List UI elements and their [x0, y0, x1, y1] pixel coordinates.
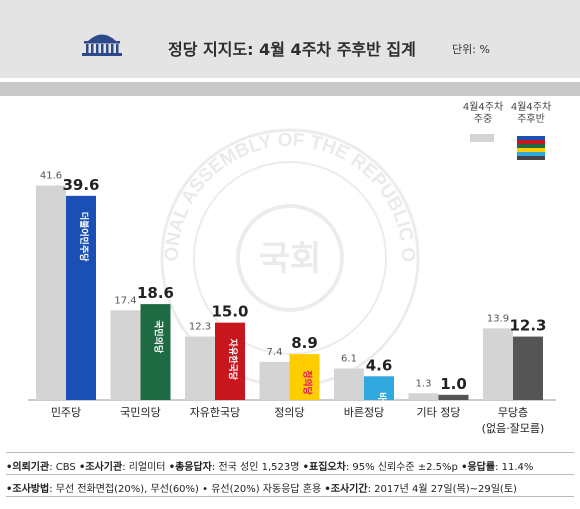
footer-value: : 전국 성인 1,523명 — [211, 462, 303, 473]
bar-curr — [289, 354, 320, 400]
legend-swatch-curr-stripe — [517, 156, 545, 160]
value-label-prev: 12.3 — [189, 322, 211, 333]
footer-divider-mid — [6, 474, 574, 475]
footer-value: : CBS — [49, 462, 79, 473]
bar-prev — [408, 393, 439, 400]
legend-swatch-curr-stripe — [517, 136, 545, 140]
bar-prev — [259, 361, 290, 400]
legend-swatch-curr-stripe — [517, 152, 545, 156]
footer-key: •응답률 — [461, 462, 496, 473]
bar-party-label: 국민의당 — [153, 320, 165, 354]
bar-party-label: 자유한국당 — [227, 339, 239, 381]
category-label: 바른정당 — [344, 406, 384, 419]
value-label-curr: 1.0 — [440, 375, 467, 393]
footer-value: : 2017년 4월 27일(목)~29일(토) — [367, 484, 517, 495]
value-label-curr: 18.6 — [137, 284, 174, 302]
header-stripe — [0, 82, 580, 96]
footer-value: : 리얼미터 — [122, 462, 169, 473]
bar-curr — [215, 322, 245, 400]
legend-swatch-curr-stripe — [517, 140, 545, 144]
bar-curr — [364, 376, 394, 400]
category-label: 정의당 — [274, 406, 304, 419]
value-label-prev: 13.9 — [487, 313, 509, 324]
footer-key: •총응답자 — [168, 462, 212, 473]
legend-swatch-curr-stripe — [517, 144, 545, 148]
footer-divider-top — [6, 452, 574, 453]
category-label: 국민의당 — [120, 406, 160, 419]
unit-label: 단위: % — [452, 43, 490, 56]
category-label: 무당층 — [498, 406, 528, 419]
value-label-prev: 7.4 — [267, 347, 283, 358]
bar-party-label: 바른정당 — [376, 392, 388, 426]
bar-party-label: 정의당 — [302, 370, 314, 396]
value-label-curr: 15.0 — [211, 303, 248, 321]
value-label-curr: 4.6 — [366, 356, 393, 374]
legend-label-prev-text: 4월4주차 주중 — [462, 102, 504, 125]
national-assembly-icon — [82, 34, 122, 56]
legend-label-prev: 4월4주차 주중 — [448, 102, 518, 126]
bar-curr — [513, 336, 543, 400]
value-label-curr: 8.9 — [291, 334, 318, 352]
bar-curr — [140, 304, 171, 400]
footer-line-2: •조사방법: 무선 전화면접(20%), 무선(60%) • 유선(20%) 자… — [6, 480, 574, 495]
value-label-curr: 39.6 — [62, 176, 99, 194]
legend-swatch-prev — [470, 134, 494, 142]
footer-value: : 95% 신뢰수준 ±2.5%p — [345, 462, 462, 473]
legend-label-curr-text: 4월4주차 주후반 — [510, 102, 552, 125]
value-label-prev: 41.6 — [40, 171, 62, 182]
legend-swatch-curr-stripe — [517, 148, 545, 152]
bar-curr — [66, 195, 96, 400]
legend — [470, 134, 545, 160]
category-label: 자유한국당 — [190, 406, 241, 419]
bar-prev — [110, 310, 141, 400]
value-label-prev: 17.4 — [114, 295, 136, 306]
bar-prev — [483, 328, 513, 400]
footer-key: •조사방법 — [6, 484, 50, 495]
footer-value: : 무선 전화면접(20%), 무선(60%) • 유선(20%) 자동응답 혼… — [49, 484, 325, 495]
legend-label-curr: 4월4주차 주후반 — [496, 102, 566, 126]
bar-prev — [185, 336, 215, 400]
value-label-prev: 1.3 — [416, 378, 432, 389]
footer-line-1: •의뢰기관: CBS •조사기관: 리얼미터 •총응답자: 전국 성인 1,52… — [6, 458, 574, 473]
value-label-prev: 6.1 — [341, 354, 357, 365]
footer-divider-bottom — [6, 496, 574, 497]
footer-key: •조사기관 — [78, 462, 123, 473]
footer-key: •표집오차 — [302, 462, 346, 473]
value-label-curr: 12.3 — [509, 317, 546, 335]
bar-prev — [334, 368, 364, 400]
page-title: 정당 지지도: 4월 4주차 주후반 집계 — [168, 40, 416, 59]
bar-curr — [438, 394, 469, 400]
category-label: 기타 정당 — [417, 406, 461, 419]
footer-value: : 11.4% — [495, 462, 534, 473]
footer-key: •조사기간 — [324, 484, 368, 495]
category-label: 민주당 — [51, 406, 81, 419]
seal-center-text: 국회 — [259, 239, 322, 279]
bar-prev — [36, 185, 66, 400]
footer-key: •의뢰기관 — [6, 462, 50, 473]
bar-party-label: 더불어민주당 — [78, 212, 90, 262]
category-sublabel: (없음·잘모름) — [482, 422, 545, 435]
